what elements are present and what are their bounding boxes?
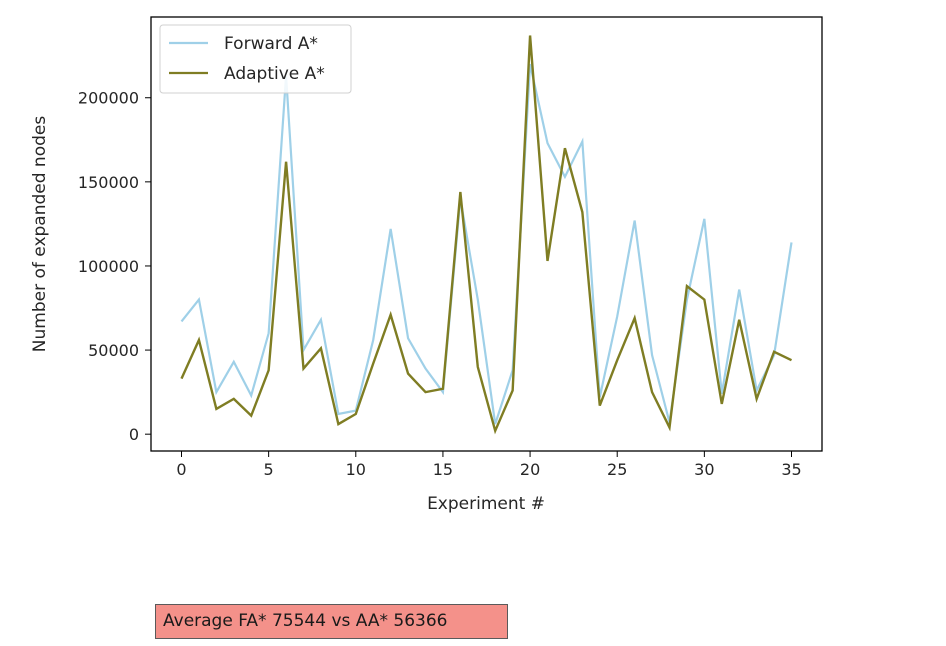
x-tick-label: 25 bbox=[607, 460, 627, 479]
series-line-adaptive-a bbox=[180, 35, 793, 435]
x-tick-label: 10 bbox=[346, 460, 366, 479]
legend-label-forward: Forward A* bbox=[224, 34, 318, 54]
x-tick-label: 0 bbox=[176, 460, 186, 479]
y-tick-label: 200000 bbox=[78, 89, 139, 108]
plot-frame bbox=[150, 16, 823, 452]
x-tick-label: 15 bbox=[433, 460, 453, 479]
y-axis-label: Number of expanded nodes bbox=[30, 116, 50, 353]
plot-lines bbox=[180, 35, 793, 435]
x-tick-label: 35 bbox=[781, 460, 801, 479]
legend: Forward A* Adaptive A* bbox=[159, 24, 352, 94]
average-summary-text: Average FA* 75544 vs AA* 56366 bbox=[163, 611, 448, 631]
x-tick-label: 30 bbox=[694, 460, 714, 479]
x-tick-label: 20 bbox=[520, 460, 540, 479]
y-tick-label: 100000 bbox=[78, 257, 139, 276]
y-tick-label: 0 bbox=[129, 425, 139, 444]
x-axis: 0 5 10 15 20 25 30 35 bbox=[176, 451, 802, 479]
series-line-forward-a bbox=[180, 63, 793, 425]
average-summary-box: Average FA* 75544 vs AA* 56366 bbox=[155, 604, 508, 639]
legend-label-adaptive: Adaptive A* bbox=[224, 64, 325, 84]
y-tick-label: 150000 bbox=[78, 173, 139, 192]
y-axis: 0 50000 100000 150000 200000 bbox=[78, 89, 151, 444]
y-tick-label: 50000 bbox=[88, 341, 139, 360]
x-axis-label: Experiment # bbox=[427, 494, 545, 514]
x-tick-label: 5 bbox=[264, 460, 274, 479]
